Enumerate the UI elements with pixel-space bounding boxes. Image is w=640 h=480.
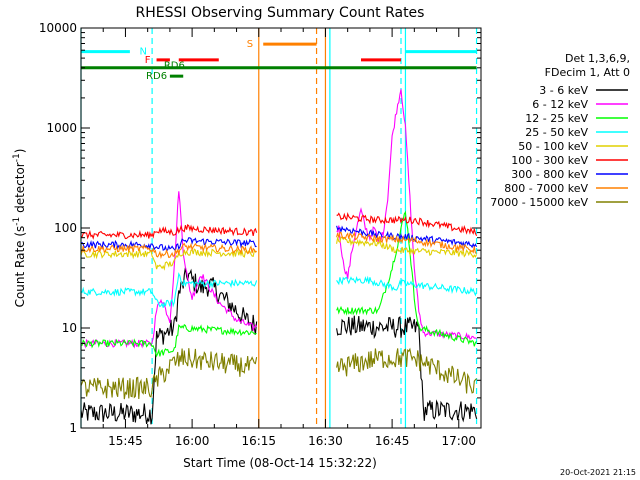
y-axis-label: Count Rate (s-1 detector-1) (12, 149, 27, 308)
series-line (80, 347, 477, 400)
series-line (80, 210, 477, 358)
x-tick-label: 17:00 (441, 434, 476, 448)
legend-header-line: FDecim 1, Att 0 (545, 66, 630, 79)
flag-label: N (139, 47, 146, 58)
legend-header-line: Det 1,3,6,9, (565, 52, 630, 65)
y-tick-label: 1000 (46, 121, 77, 135)
series-line (80, 211, 478, 240)
legend-label: 100 - 300 keV (511, 154, 588, 167)
legend-label: 12 - 25 keV (525, 112, 588, 125)
chart-title: RHESSI Observing Summary Count Rates (136, 5, 425, 21)
y-tick-label: 1 (69, 421, 77, 435)
series-line (80, 236, 478, 271)
series-line (80, 267, 478, 425)
legend: Det 1,3,6,9, FDecim 1, Att 0 3 - 6 keV6 … (490, 52, 630, 209)
y-axis-label-superscript: -1 (12, 153, 22, 162)
x-tick-label: 16:00 (175, 434, 210, 448)
legend-label: 50 - 100 keV (518, 140, 588, 153)
y-axis-label-part: ) (13, 149, 27, 154)
footer-timestamp: 20-Oct-2021 21:15 (560, 468, 636, 477)
x-tick-label: 15:45 (108, 434, 143, 448)
y-tick-label: 10 (62, 321, 77, 335)
legend-label: 800 - 7000 keV (504, 182, 588, 195)
flag-label: RD6 (164, 61, 185, 72)
y-axis-label-part: detector (13, 162, 27, 217)
y-tick-label: 10000 (39, 21, 77, 35)
y-tick-label: 100 (54, 221, 77, 235)
x-axis-label: Start Time (08-Oct-14 15:32:22) (183, 456, 377, 470)
series-line (80, 231, 477, 260)
series-lines (80, 89, 478, 425)
x-tick-label: 16:45 (375, 434, 410, 448)
x-tick-label: 16:30 (308, 434, 343, 448)
legend-label: 6 - 12 keV (532, 98, 588, 111)
y-axis-label-part: Count Rate (s (13, 226, 27, 308)
flag-label: F (145, 55, 151, 66)
legend-label: 300 - 800 keV (511, 168, 588, 181)
x-tick-label: 16:15 (241, 434, 276, 448)
plot-axes: 1 10 100 1000 10000 15:45 16:00 16:15 16:30 16:45… (39, 21, 482, 448)
legend-label: 7000 - 15000 keV (490, 196, 588, 209)
legend-label: 25 - 50 keV (525, 126, 588, 139)
legend-label: 3 - 6 keV (539, 84, 588, 97)
flag-label: RD6 (146, 71, 167, 82)
y-axis-label-superscript: -1 (12, 217, 22, 226)
flag-label: S (247, 39, 253, 50)
series-line (80, 272, 478, 308)
